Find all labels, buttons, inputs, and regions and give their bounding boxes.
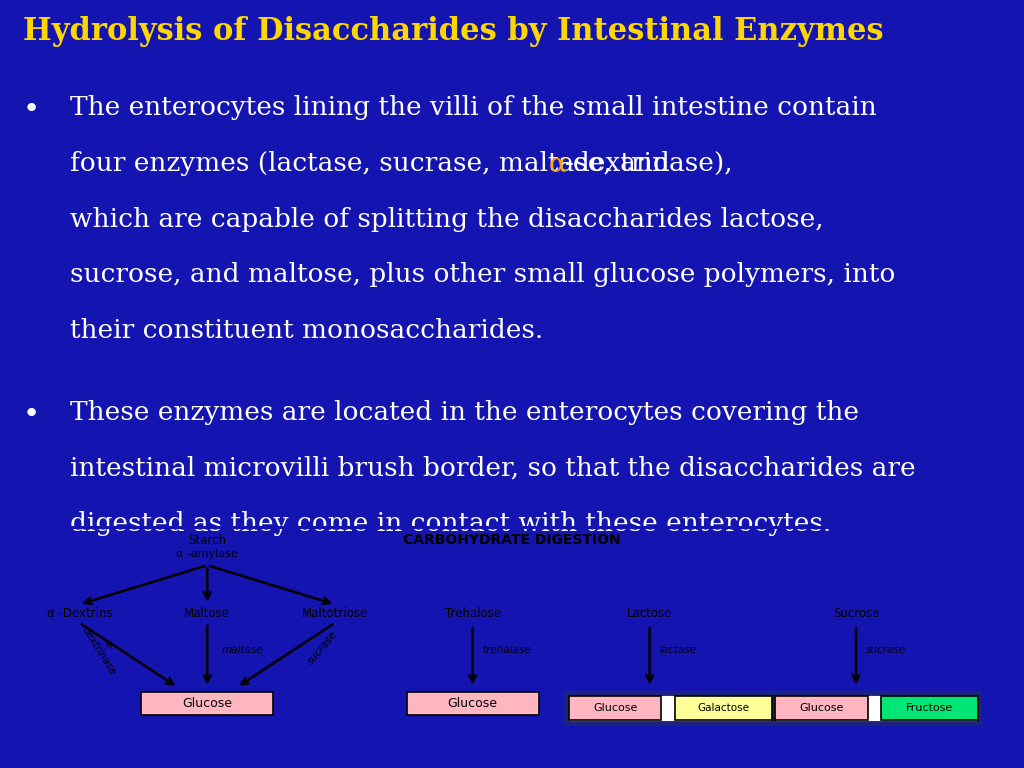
- FancyBboxPatch shape: [881, 696, 979, 720]
- FancyBboxPatch shape: [775, 696, 868, 720]
- FancyBboxPatch shape: [407, 691, 539, 716]
- Text: Hydrolysis of Disaccharides by Intestinal Enzymes: Hydrolysis of Disaccharides by Intestina…: [23, 16, 883, 47]
- Text: maltase: maltase: [222, 645, 263, 656]
- Text: α -amylase: α -amylase: [176, 549, 239, 559]
- Text: digested as they come in contact with these enterocytes.: digested as they come in contact with th…: [70, 511, 830, 536]
- Text: CARBOHYDRATE DIGESTION: CARBOHYDRATE DIGESTION: [403, 533, 621, 547]
- Text: sucrase: sucrase: [305, 630, 339, 667]
- Text: The enterocytes lining the villi of the small intestine contain: The enterocytes lining the villi of the …: [70, 95, 877, 121]
- Text: intestinal microvilli brush border, so that the disaccharides are: intestinal microvilli brush border, so t…: [70, 455, 915, 481]
- Text: •: •: [23, 95, 40, 124]
- Text: Trehalose: Trehalose: [444, 607, 501, 620]
- Text: Starch: Starch: [188, 534, 226, 547]
- Text: These enzymes are located in the enterocytes covering the: These enzymes are located in the enteroc…: [70, 400, 859, 425]
- Text: -dextrinase),: -dextrinase),: [565, 151, 734, 176]
- Text: Lactose: Lactose: [627, 607, 673, 620]
- Text: four enzymes (lactase, sucrase, maltase, and: four enzymes (lactase, sucrase, maltase,…: [70, 151, 678, 176]
- Text: trehalase: trehalase: [482, 645, 531, 656]
- FancyBboxPatch shape: [141, 691, 273, 716]
- Text: Sucrose: Sucrose: [833, 607, 880, 620]
- Text: Glucose: Glucose: [800, 703, 844, 713]
- Text: •: •: [23, 400, 40, 428]
- Text: Maltose: Maltose: [184, 607, 230, 620]
- Text: which are capable of splitting the disaccharides lactose,: which are capable of splitting the disac…: [70, 207, 823, 232]
- FancyBboxPatch shape: [566, 693, 772, 723]
- Text: Maltotriose: Maltotriose: [302, 607, 369, 620]
- Text: lactase: lactase: [659, 645, 696, 656]
- Text: Glucose: Glucose: [182, 697, 232, 710]
- Text: Galactose: Galactose: [697, 703, 750, 713]
- Text: Glucose: Glucose: [447, 697, 498, 710]
- Text: α-
dextrinase: α- dextrinase: [80, 619, 128, 677]
- Text: their constituent monosaccharides.: their constituent monosaccharides.: [70, 318, 543, 343]
- Text: sucrase: sucrase: [866, 645, 906, 656]
- FancyBboxPatch shape: [569, 696, 662, 720]
- FancyBboxPatch shape: [772, 693, 979, 723]
- Text: sucrose, and maltose, plus other small glucose polymers, into: sucrose, and maltose, plus other small g…: [70, 263, 895, 287]
- Text: Glucose: Glucose: [593, 703, 637, 713]
- Text: α: α: [549, 151, 566, 176]
- Text: α -Dextrins: α -Dextrins: [46, 607, 113, 620]
- Text: Fructose: Fructose: [906, 703, 953, 713]
- FancyBboxPatch shape: [675, 696, 772, 720]
